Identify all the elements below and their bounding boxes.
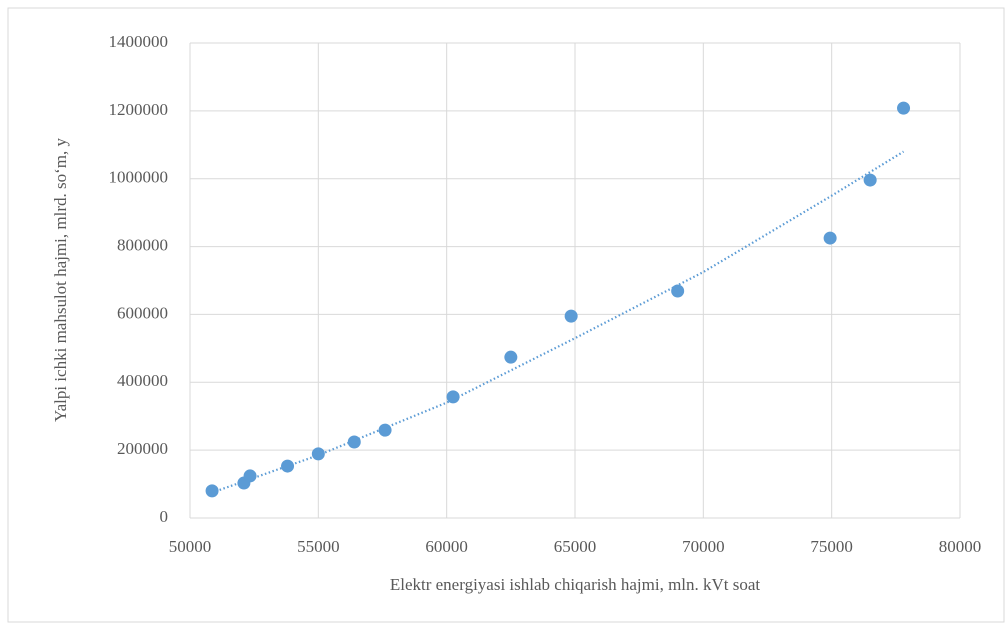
point [564, 309, 578, 323]
point [897, 101, 911, 115]
point [504, 350, 518, 364]
point [281, 459, 295, 473]
point [243, 469, 257, 483]
y-tick-label: 1000000 [109, 168, 169, 187]
y-tick-label: 600000 [117, 303, 168, 322]
x-tick-label: 65000 [554, 537, 597, 556]
chart-frame [7, 7, 1005, 623]
y-axis-label: Yalpi ichki mahsulot hajmi, mlrd. so‘m, … [51, 138, 70, 422]
y-tick-label: 1200000 [109, 100, 169, 119]
x-tick-label: 50000 [169, 537, 212, 556]
x-tick-label: 70000 [682, 537, 725, 556]
x-tick-label: 80000 [939, 537, 982, 556]
y-tick-label: 400000 [117, 371, 168, 390]
x-tick-label: 60000 [425, 537, 468, 556]
point [205, 484, 219, 498]
point [378, 423, 392, 437]
y-tick-label: 0 [160, 507, 169, 526]
point [671, 284, 685, 298]
point [863, 173, 877, 187]
x-axis-label: Elektr energiyasi ishlab chiqarish hajmi… [390, 575, 761, 594]
point [823, 231, 837, 245]
y-tick-label: 800000 [117, 235, 168, 254]
y-tick-label: 200000 [117, 439, 168, 458]
point [311, 447, 325, 461]
y-tick-label: 1400000 [109, 32, 169, 51]
point [446, 390, 460, 404]
point [347, 435, 361, 449]
x-tick-label: 55000 [297, 537, 340, 556]
x-tick-label: 75000 [810, 537, 853, 556]
